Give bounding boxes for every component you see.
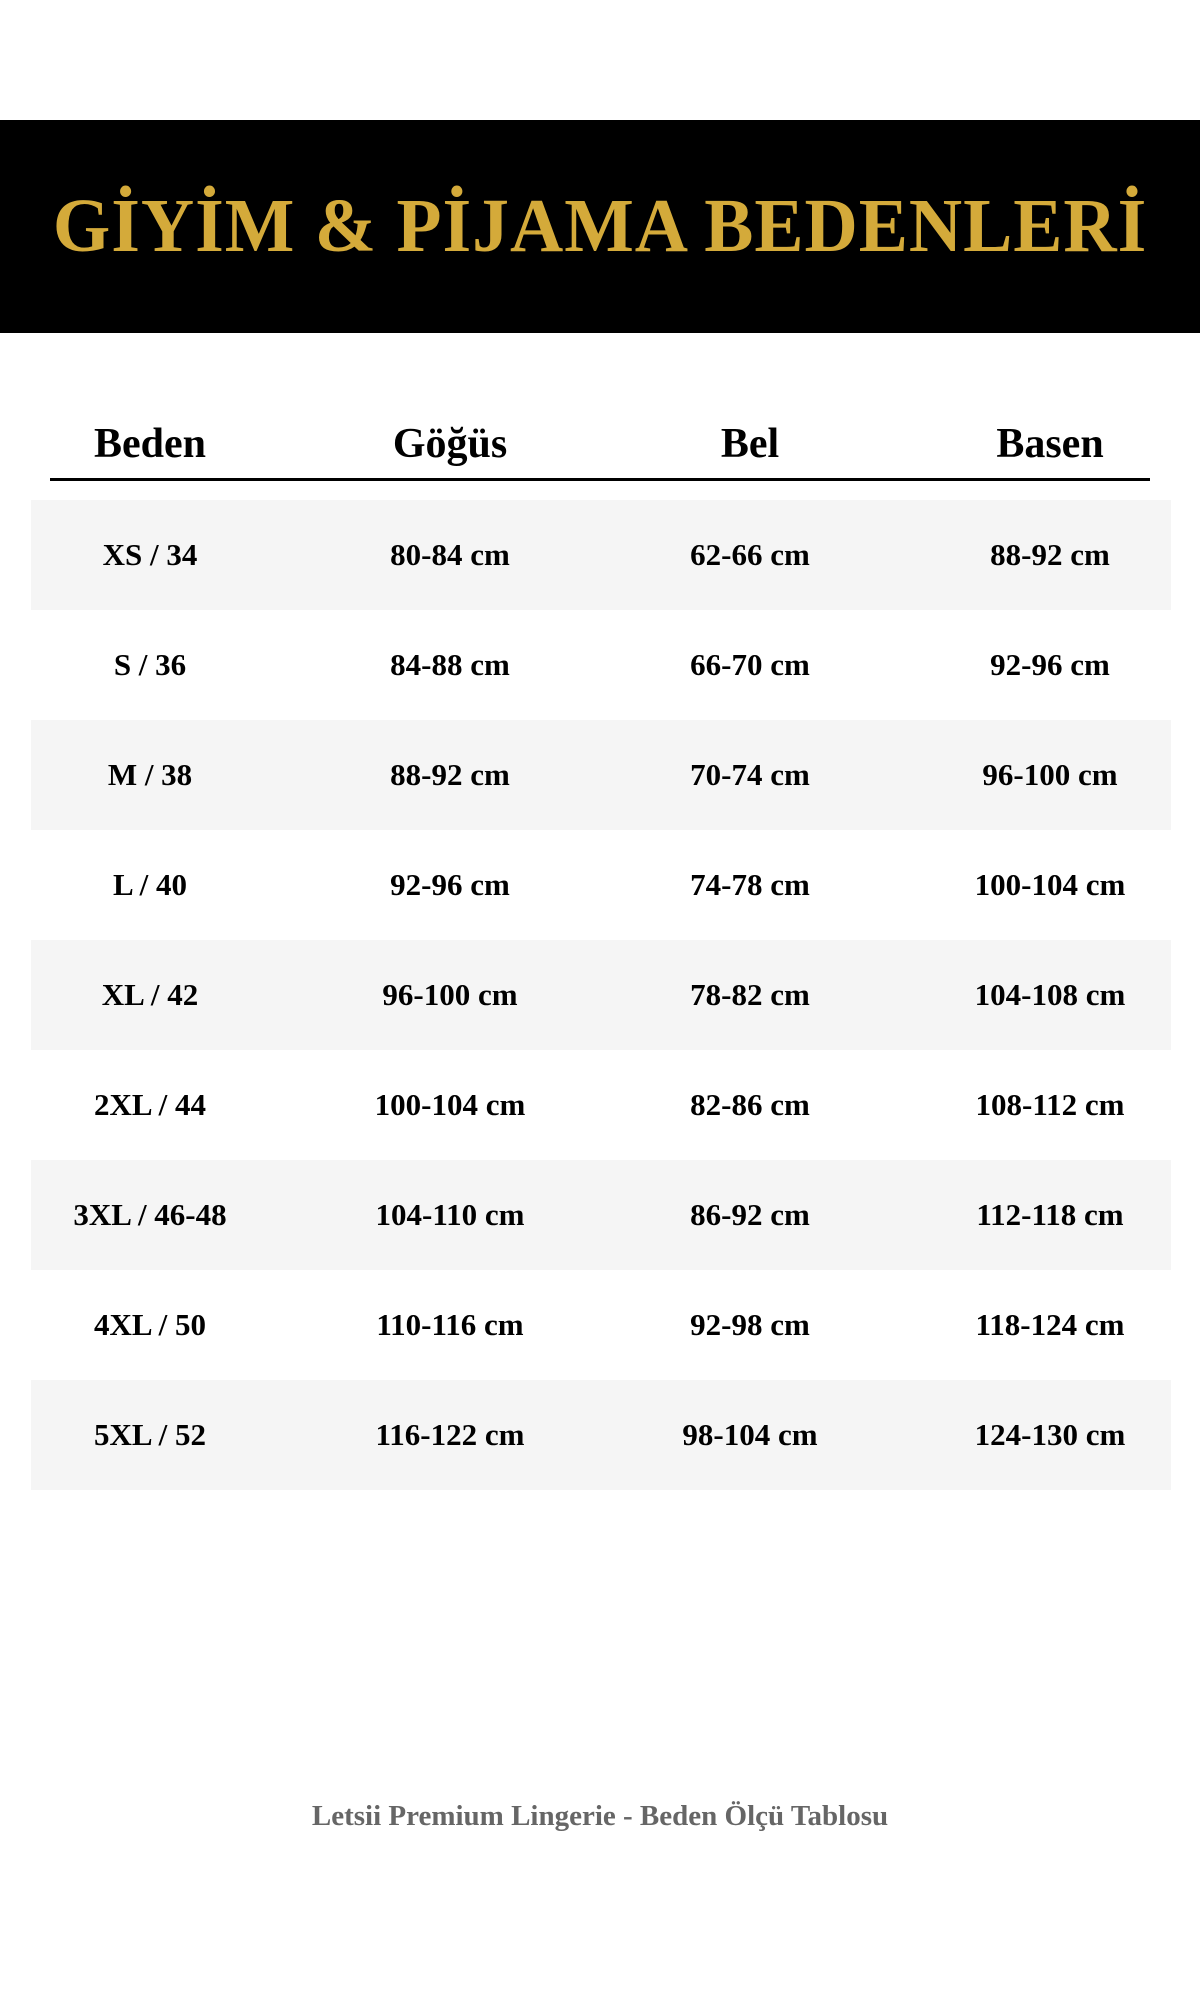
cell-chest: 110-116 cm [376,1307,524,1342]
cell-chest: 104-110 cm [375,1197,525,1232]
cell-hip: 108-112 cm [975,1087,1125,1122]
title-banner: GİYİM & PİJAMA BEDENLERİ [0,120,1200,333]
table-row: XL / 42 96-100 cm 78-82 cm 104-108 cm [31,940,1171,1050]
table-row: L / 40 92-96 cm 74-78 cm 100-104 cm [31,830,1171,940]
page-title: GİYİM & PİJAMA BEDENLERİ [52,184,1148,268]
size-table: XS / 34 80-84 cm 62-66 cm 88-92 cm S / 36 84-… [31,500,1171,1490]
cell-hip: 88-92 cm [990,537,1110,572]
cell-hip: 96-100 cm [982,757,1118,792]
cell-hip: 112-118 cm [976,1197,1124,1232]
cell-hip: 92-96 cm [990,647,1110,682]
cell-chest: 84-88 cm [390,647,510,682]
cell-chest: 96-100 cm [382,977,518,1012]
cell-waist: 86-92 cm [690,1197,810,1232]
cell-chest: 92-96 cm [390,867,510,902]
header-basen: Basen [996,421,1104,467]
cell-waist: 70-74 cm [690,757,810,792]
cell-waist: 66-70 cm [690,647,810,682]
cell-waist: 78-82 cm [690,977,810,1012]
cell-hip: 118-124 cm [975,1307,1125,1342]
cell-size: XS / 34 [102,537,198,572]
table-row: 4XL / 50 110-116 cm 92-98 cm 118-124 cm [31,1270,1171,1380]
cell-waist: 74-78 cm [690,867,810,902]
cell-chest: 88-92 cm [390,757,510,792]
cell-size: 5XL / 52 [94,1417,206,1452]
table-row: 2XL / 44 100-104 cm 82-86 cm 108-112 cm [31,1050,1171,1160]
cell-size: 4XL / 50 [94,1307,206,1342]
table-row: 3XL / 46-48 104-110 cm 86-92 cm 112-118 cm [31,1160,1171,1270]
header-divider [50,478,1150,481]
header-gogus: Göğüs [392,421,508,467]
cell-chest: 116-122 cm [375,1417,525,1452]
cell-waist: 92-98 cm [690,1307,810,1342]
cell-hip: 100-104 cm [974,867,1126,902]
cell-hip: 104-108 cm [974,977,1126,1012]
cell-waist: 98-104 cm [682,1417,818,1452]
table-row: 5XL / 52 116-122 cm 98-104 cm 124-130 cm [31,1380,1171,1490]
cell-size: M / 38 [107,757,193,792]
cell-chest: 80-84 cm [390,537,510,572]
cell-chest: 100-104 cm [374,1087,526,1122]
table-header: Beden Göğüs Bel Basen [0,420,1200,467]
table-row: S / 36 84-88 cm 66-70 cm 92-96 cm [31,610,1171,720]
cell-waist: 82-86 cm [690,1087,810,1122]
footer-caption: Letsii Premium Lingerie - Beden Ölçü Tab… [311,1800,889,1832]
cell-size: 3XL / 46-48 [73,1197,227,1232]
cell-size: S / 36 [113,647,187,682]
cell-size: XL / 42 [101,977,199,1012]
cell-waist: 62-66 cm [690,537,810,572]
table-row: M / 38 88-92 cm 70-74 cm 96-100 cm [31,720,1171,830]
cell-hip: 124-130 cm [974,1417,1126,1452]
table-row: XS / 34 80-84 cm 62-66 cm 88-92 cm [31,500,1171,610]
header-bel: Bel [720,421,780,467]
cell-size: 2XL / 44 [94,1087,206,1122]
cell-size: L / 40 [112,867,188,902]
header-beden: Beden [93,421,206,467]
